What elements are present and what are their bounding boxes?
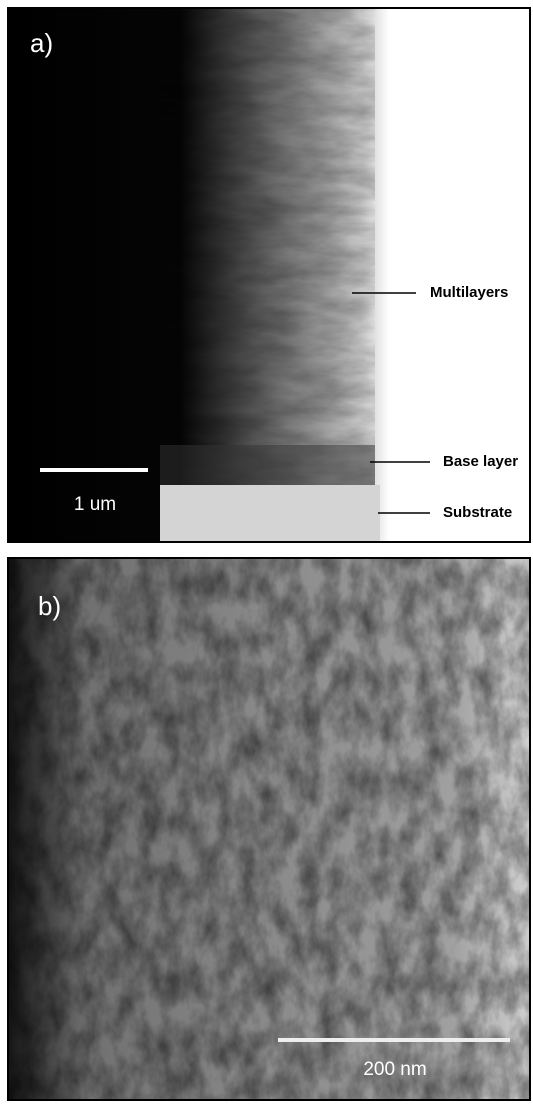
panel-label: b) <box>38 591 61 621</box>
panel-b: b) 200 nm <box>8 558 530 1100</box>
scale-bar-label: 200 nm <box>363 1059 426 1080</box>
annotation: Substrate <box>443 504 512 521</box>
annotation: Multilayers <box>430 284 508 301</box>
page: a) 1 um Multilayers Base layer Substrate… <box>0 0 533 1106</box>
scale-bar-label: 1 um <box>74 494 116 515</box>
panel-a: a) 1 um Multilayers Base layer Substrate <box>8 8 530 542</box>
figure: a) 1 um Multilayers Base layer Substrate… <box>0 0 533 1106</box>
panel-label: a) <box>30 28 53 58</box>
annotation: Base layer <box>443 453 518 470</box>
